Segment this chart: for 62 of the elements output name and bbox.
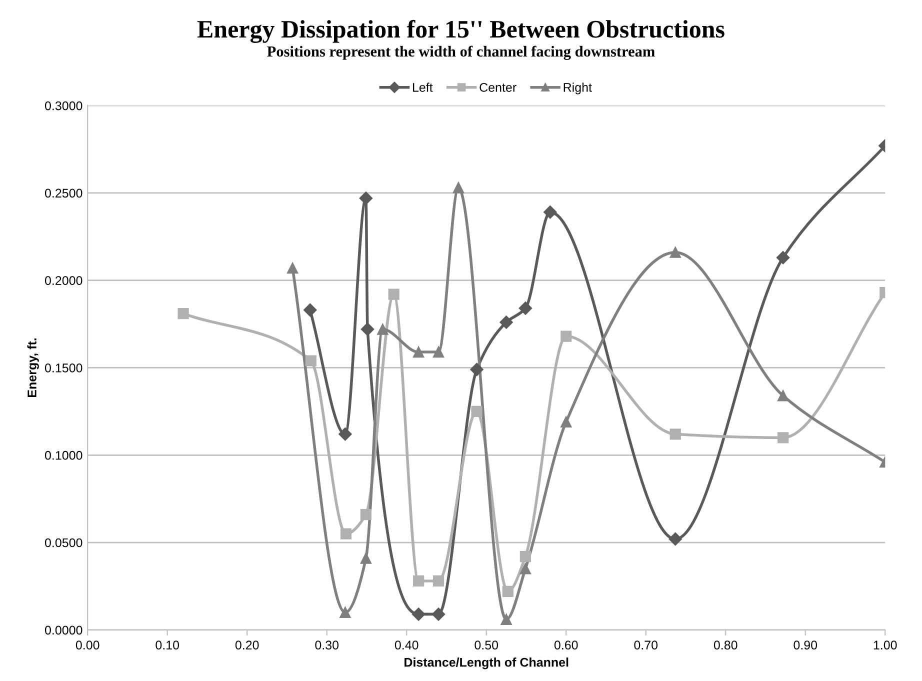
x-tick-label: 0.60 (554, 640, 578, 650)
point (502, 586, 514, 598)
point (471, 406, 482, 417)
point (668, 532, 682, 546)
point (178, 308, 189, 320)
point (544, 206, 557, 219)
y-tick-label: 0.0500 (44, 538, 82, 548)
point (432, 575, 444, 587)
point (777, 390, 789, 402)
y-axis-title: Energy, ft. (27, 338, 39, 397)
point (432, 346, 444, 358)
point (340, 528, 352, 540)
point (777, 432, 789, 444)
y-tick-label: 0.1500 (44, 364, 82, 372)
x-tick-label: 0.10 (156, 640, 180, 650)
y-tick-label: 0.2500 (44, 188, 82, 198)
point (560, 416, 572, 428)
x-tick-label: 0.70 (634, 640, 658, 650)
point (360, 322, 374, 336)
x-tick-label: 0.20 (235, 640, 259, 650)
x-axis-title: Distance/Length of Channel (404, 658, 568, 670)
point (776, 251, 790, 264)
point (304, 303, 317, 317)
x-tick-label: 0.50 (474, 640, 498, 650)
point (359, 192, 373, 205)
point (432, 608, 446, 621)
point (413, 575, 424, 587)
point (500, 614, 512, 625)
chart-subtitle: Positions represent the width of channel facing downstream (267, 46, 655, 60)
point (518, 302, 532, 315)
point (413, 346, 424, 358)
x-tick-label: 0.40 (394, 640, 418, 650)
point (360, 552, 372, 564)
y-tick-label: 0.0000 (44, 626, 82, 635)
legend-label: Right (564, 82, 592, 94)
x-tick-label: 0.30 (315, 640, 339, 650)
point (338, 428, 352, 441)
y-tick-label: 0.3000 (44, 101, 82, 110)
point (452, 182, 464, 194)
point (388, 288, 400, 300)
legend-label: Left (412, 82, 433, 92)
x-tick-label: 0.00 (76, 640, 100, 650)
point (670, 246, 681, 258)
point (287, 262, 298, 274)
point (520, 550, 531, 562)
x-tick-label: 0.90 (794, 640, 818, 650)
point (560, 330, 572, 342)
point (412, 608, 426, 621)
point (340, 606, 351, 618)
point (500, 316, 513, 329)
point (377, 324, 388, 335)
point (470, 362, 484, 376)
point (305, 355, 316, 366)
chart-title: Energy Dissipation for 15'' Between Obstructions (197, 20, 724, 43)
point (670, 428, 681, 440)
y-tick-label: 0.2000 (44, 276, 82, 285)
x-tick-label: 1.00 (874, 640, 897, 650)
x-tick-label: 0.80 (714, 640, 738, 650)
legend-label: Center (480, 82, 516, 92)
point (360, 509, 372, 520)
y-tick-label: 0.1000 (44, 450, 82, 460)
point (520, 563, 531, 574)
